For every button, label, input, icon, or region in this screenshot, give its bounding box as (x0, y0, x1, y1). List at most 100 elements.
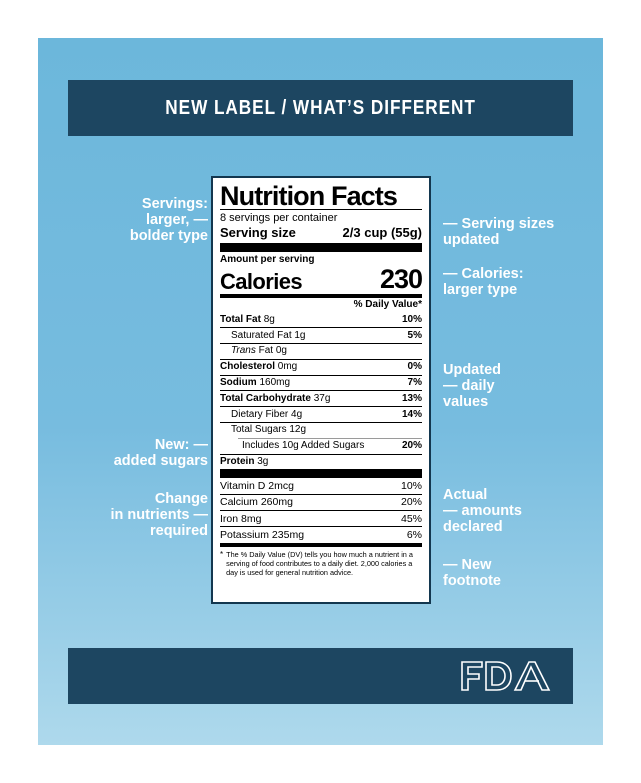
nutrient-daily-value: 0% (407, 361, 422, 373)
nutrient-name-text: Protein (220, 456, 255, 468)
nutrient-row: Total Fat 8g 10% (220, 312, 422, 327)
nutrient-name: Protein 3g (220, 456, 268, 468)
nutrient-name-text: Dietary Fiber (231, 408, 289, 420)
serving-size-value: 2/3 cup (55g) (342, 225, 422, 241)
nutrient-name: Saturated Fat 1g (231, 330, 306, 342)
nutrient-name-text: Cholesterol (220, 361, 276, 373)
divider-nutrient (238, 437, 422, 439)
nutrient-amount: 160mg (256, 377, 291, 389)
divider-nutrient (220, 358, 422, 360)
divider-nutrient (220, 453, 422, 455)
divider-thick-bottom (220, 469, 422, 479)
servings-per-container: 8 servings per container (220, 212, 338, 225)
nutrient-amount: 0mg (275, 361, 298, 373)
nutrient-name: Dietary Fiber 4g (231, 409, 302, 421)
nutrient-name-text: Total Fat (220, 313, 261, 325)
vitamin-row: Calcium 260mg 20% (220, 495, 422, 510)
serving-size-label: Serving size (220, 225, 296, 241)
nutrient-name: Trans Fat 0g (231, 345, 287, 357)
vitamin-list: Vitamin D 2mcg 10% Calcium 260mg 20% Iron 8m… (220, 478, 422, 543)
divider-nutrient (220, 374, 422, 376)
label-title: Nutrition Facts (220, 181, 398, 211)
nutrient-row: Total Carbohydrate 37g 13% (220, 391, 422, 406)
nutrient-name: Total Carbohydrate 37g (220, 393, 330, 405)
nutrient-amount: 37g (310, 392, 331, 404)
nutrient-daily-value: 13% (401, 392, 422, 404)
annotation-new-added-sugars: New: — added sugars (113, 437, 208, 470)
annotation-actual-amounts: Actual — amounts declared (443, 487, 522, 536)
footnote-asterisk: * (220, 549, 224, 559)
annotation-new-footnote: — New footnote (443, 557, 501, 590)
divider-vitamin (220, 510, 422, 512)
nutrient-name-text: Includes 10g Added Sugars (242, 440, 365, 452)
nutrient-row: Total Sugars 12g (220, 423, 422, 438)
nutrient-amount: Fat 0g (255, 345, 287, 357)
calories-label: Calories (220, 268, 303, 294)
nutrient-daily-value: 5% (407, 329, 422, 341)
divider-thick-top (220, 242, 422, 252)
vitamin-daily-value: 6% (406, 528, 422, 541)
nutrient-amount: 8g (260, 313, 275, 325)
nutrient-name: Total Sugars 12g (231, 424, 306, 436)
amount-per-serving-label: Amount per serving (220, 253, 315, 265)
fda-logo-icon (461, 661, 551, 691)
serving-size-row: Serving size 2/3 cup (55g) (220, 225, 422, 242)
divider-before-footnote (220, 542, 422, 547)
annotation-calories-larger-type: — Calories: larger type (443, 266, 524, 299)
divider-nutrient (220, 406, 422, 408)
nutrient-name: Includes 10g Added Sugars (242, 440, 364, 452)
nutrient-amount: 4g (288, 408, 303, 420)
nutrient-daily-value: 10% (401, 313, 422, 325)
calories-row: Calories 230 (220, 263, 423, 294)
nutrient-row: Saturated Fat 1g 5% (220, 328, 422, 343)
footnote: * The % Daily Value (DV) tells you how m… (220, 547, 422, 578)
nutrient-row: Trans Fat 0g (220, 344, 422, 359)
nutrient-daily-value: 14% (401, 408, 422, 420)
nutrient-amount: 3g (254, 456, 269, 468)
nutrient-row: Cholesterol 0mg 0% (220, 360, 422, 375)
vitamin-name: Iron 8mg (220, 512, 262, 525)
nutrient-list: Total Fat 8g 10% Saturated Fat 1g 5% Trans F… (220, 312, 422, 469)
vitamin-name: Potassium 235mg (220, 528, 305, 541)
calories-value: 230 (379, 263, 423, 294)
vitamin-row: Iron 8mg 45% (220, 511, 422, 526)
nutrient-row: Protein 3g (220, 455, 422, 470)
footer-bar (68, 648, 573, 704)
nutrient-row: Includes 10g Added Sugars 20% (220, 439, 422, 454)
nutrient-row: Sodium 160mg 7% (220, 376, 422, 391)
divider-title (220, 209, 422, 211)
nutrient-row: Dietary Fiber 4g 14% (220, 407, 422, 422)
annotation-serving-sizes-updated: — Serving sizes updated (443, 216, 555, 249)
nutrient-name-text: Trans (231, 345, 256, 357)
nutrient-name: Sodium 160mg (220, 377, 290, 389)
daily-value-header: % Daily Value* (353, 299, 422, 311)
divider-vitamin (220, 493, 422, 495)
divider-vitamin (220, 526, 422, 528)
nutrient-name-text: Total Sugars (231, 424, 287, 436)
divider-nutrient (220, 421, 422, 423)
nutrient-name-text: Total Carbohydrate (220, 392, 311, 404)
footnote-text: The % Daily Value (DV) tells you how muc… (226, 549, 413, 578)
vitamin-row: Vitamin D 2mcg 10% (220, 478, 422, 493)
annotation-servings: Servings: larger, — bolder type (129, 196, 208, 245)
vitamin-name: Vitamin D 2mcg (220, 479, 294, 492)
nutrient-name: Cholesterol 0mg (220, 361, 297, 373)
nutrient-name-text: Saturated Fat (231, 329, 292, 341)
nutrient-amount: 12g (286, 424, 307, 436)
divider-nutrient (220, 342, 422, 344)
annotation-change-in-nutrients: Change in nutrients — required (110, 491, 208, 540)
divider-nutrient (220, 390, 422, 392)
title-bar: NEW LABEL / WHAT’S DIFFERENT (68, 80, 573, 136)
nutrient-name: Total Fat 8g (220, 314, 275, 326)
annotation-updated-daily-values: Updated — daily values (443, 362, 501, 411)
vitamin-daily-value: 20% (400, 496, 422, 509)
vitamin-daily-value: 10% (400, 479, 422, 492)
nutrient-daily-value: 20% (401, 440, 422, 452)
nutrient-name-text: Sodium (220, 377, 257, 389)
nutrient-amount: 1g (291, 329, 306, 341)
vitamin-daily-value: 45% (400, 512, 422, 525)
nutrition-facts-label: Nutrition Facts 8 servings per container… (211, 176, 431, 604)
vitamin-name: Calcium 260mg (220, 496, 293, 509)
page-title: NEW LABEL / WHAT’S DIFFERENT (165, 96, 476, 119)
divider-nutrient (220, 327, 422, 329)
